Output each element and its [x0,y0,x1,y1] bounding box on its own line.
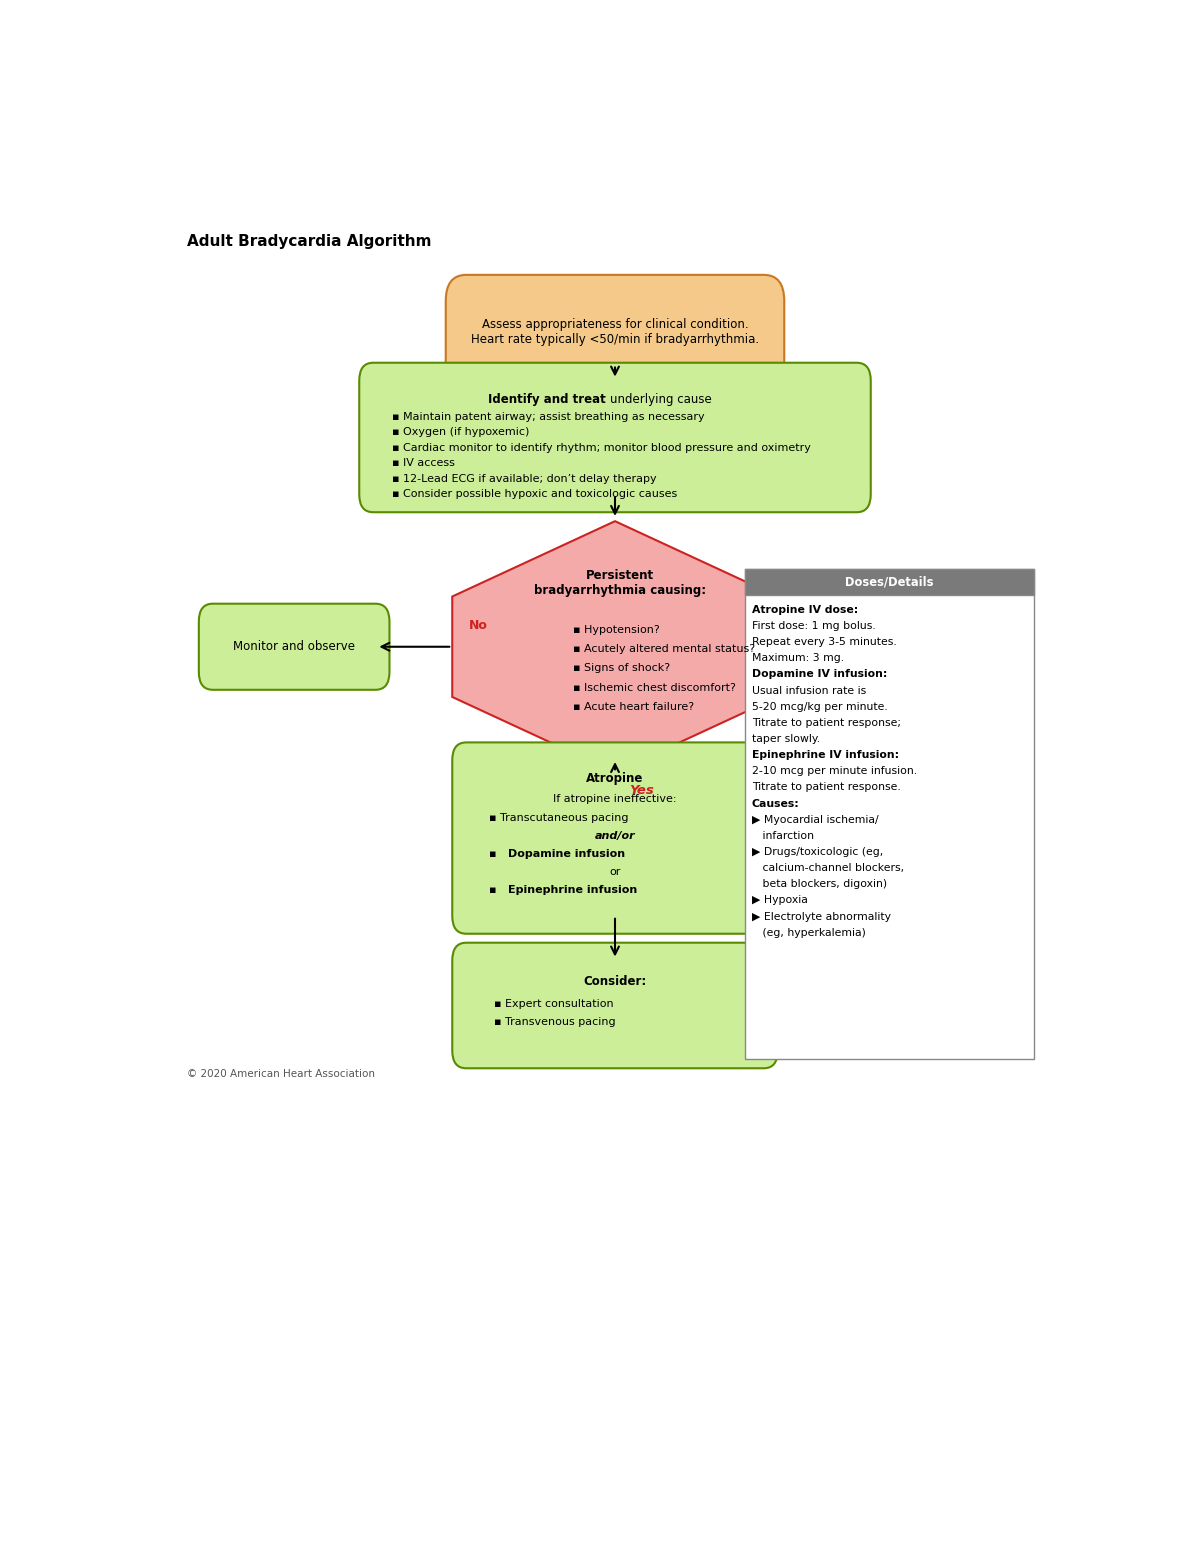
Text: Titrate to patient response;: Titrate to patient response; [751,717,901,728]
FancyBboxPatch shape [199,604,390,690]
Text: Doses/Details: Doses/Details [845,576,934,589]
Text: Yes: Yes [629,784,654,797]
Text: ▪ Signs of shock?: ▪ Signs of shock? [574,663,671,674]
FancyBboxPatch shape [745,568,1033,1059]
Text: Assess appropriateness for clinical condition.
Heart rate typically <50/min if b: Assess appropriateness for clinical cond… [470,318,760,346]
Text: Adult Bradycardia Algorithm: Adult Bradycardia Algorithm [187,235,432,248]
Text: ▪ Maintain patent airway; assist breathing as necessary: ▪ Maintain patent airway; assist breathi… [391,412,704,422]
Text: ▶ Electrolyte abnormality: ▶ Electrolyte abnormality [751,912,890,921]
Text: infarction: infarction [751,831,814,840]
Text: Causes:: Causes: [751,798,799,809]
Text: Repeat every 3-5 minutes.: Repeat every 3-5 minutes. [751,637,896,648]
Text: ▪ Transcutaneous pacing: ▪ Transcutaneous pacing [490,812,629,823]
Text: Usual infusion rate is: Usual infusion rate is [751,685,866,696]
Text: First dose: 1 mg bolus.: First dose: 1 mg bolus. [751,621,876,631]
FancyBboxPatch shape [359,363,871,512]
Text: Epinephrine IV infusion:: Epinephrine IV infusion: [751,750,899,759]
Text: Atropine IV dose:: Atropine IV dose: [751,604,858,615]
Text: ▪ Oxygen (if hypoxemic): ▪ Oxygen (if hypoxemic) [391,427,529,438]
Text: ▪ Acute heart failure?: ▪ Acute heart failure? [574,702,695,711]
Text: ▶ Myocardial ischemia/: ▶ Myocardial ischemia/ [751,815,878,825]
Text: ▶ Drugs/toxicologic (eg,: ▶ Drugs/toxicologic (eg, [751,846,883,857]
Text: calcium-channel blockers,: calcium-channel blockers, [751,863,904,873]
Text: taper slowly.: taper slowly. [751,735,820,744]
FancyBboxPatch shape [445,275,785,390]
Text: underlying cause: underlying cause [611,393,712,405]
Text: Titrate to patient response.: Titrate to patient response. [751,783,900,792]
Text: ▪ Expert consultation: ▪ Expert consultation [494,999,613,1009]
Text: Dopamine infusion: Dopamine infusion [508,849,625,859]
Text: ▪ Cardiac monitor to identify rhythm; monitor blood pressure and oximetry: ▪ Cardiac monitor to identify rhythm; mo… [391,443,811,453]
Text: No: No [469,620,488,632]
Text: (eg, hyperkalemia): (eg, hyperkalemia) [751,927,865,938]
Text: Monitor and observe: Monitor and observe [233,640,355,654]
Text: Identify and treat: Identify and treat [488,393,611,405]
Text: © 2020 American Heart Association: © 2020 American Heart Association [187,1068,376,1079]
Text: ▶ Hypoxia: ▶ Hypoxia [751,896,808,905]
Text: beta blockers, digoxin): beta blockers, digoxin) [751,879,887,890]
Text: ▪: ▪ [490,885,500,895]
FancyBboxPatch shape [745,568,1033,595]
FancyBboxPatch shape [452,742,778,933]
Text: Maximum: 3 mg.: Maximum: 3 mg. [751,654,844,663]
Text: ▪ IV access: ▪ IV access [391,458,455,469]
Text: ▪ Hypotension?: ▪ Hypotension? [574,626,660,635]
Text: Dopamine IV infusion:: Dopamine IV infusion: [751,669,887,680]
Text: ▪ Transvenous pacing: ▪ Transvenous pacing [494,1017,616,1027]
Text: ▪ Ischemic chest discomfort?: ▪ Ischemic chest discomfort? [574,682,736,693]
Text: 2-10 mcg per minute infusion.: 2-10 mcg per minute infusion. [751,766,917,776]
FancyBboxPatch shape [452,943,778,1068]
Text: or: or [610,867,620,877]
Text: Consider:: Consider: [583,975,647,988]
Text: Persistent
bradyarrhythmia causing:: Persistent bradyarrhythmia causing: [534,568,706,596]
Polygon shape [452,522,778,772]
Text: Epinephrine infusion: Epinephrine infusion [508,885,637,895]
Text: 5-20 mcg/kg per minute.: 5-20 mcg/kg per minute. [751,702,888,711]
Text: If atropine ineffective:: If atropine ineffective: [553,794,677,804]
Text: ▪ Acutely altered mental status?: ▪ Acutely altered mental status? [574,644,755,654]
Text: ▪ 12-Lead ECG if available; don’t delay therapy: ▪ 12-Lead ECG if available; don’t delay … [391,474,656,485]
Text: Atropine: Atropine [587,772,643,786]
Text: and/or: and/or [595,831,635,840]
Text: ▪: ▪ [490,849,500,859]
Text: ▪ Consider possible hypoxic and toxicologic causes: ▪ Consider possible hypoxic and toxicolo… [391,489,677,500]
